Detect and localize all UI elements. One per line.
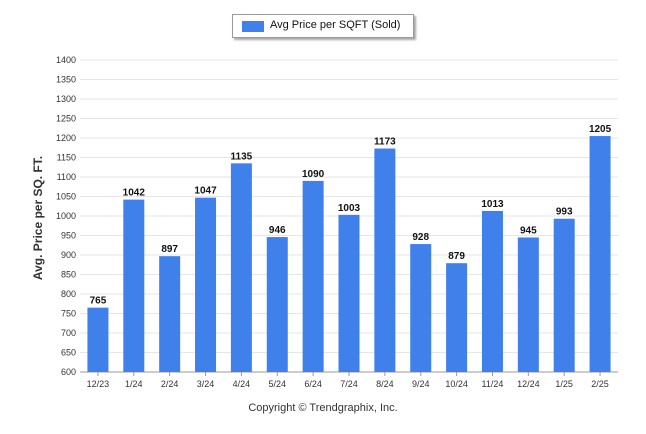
legend-swatch: [242, 21, 264, 32]
bar-value-label: 1205: [589, 124, 612, 135]
bar-value-label: 879: [448, 251, 465, 262]
y-tick-label: 1050: [56, 192, 76, 202]
bar-value-label: 1047: [194, 186, 217, 197]
x-tick-label: 3/24: [197, 379, 215, 389]
bar-value-label: 945: [520, 225, 537, 236]
y-tick-label: 650: [61, 348, 76, 358]
bar: [374, 148, 396, 372]
bar: [410, 244, 432, 372]
y-tick-label: 950: [61, 231, 76, 241]
x-tick-label: 11/24: [482, 379, 504, 389]
y-tick-label: 700: [61, 328, 76, 338]
bar-value-label: 765: [90, 296, 107, 307]
bar-value-label: 928: [412, 232, 429, 243]
bar-value-label: 1173: [374, 137, 396, 148]
x-axis-ticks: 12/23 1/24 2/24 3/24 4/24 5/24 6/24 7/24 8/24 9/2…: [87, 372, 609, 389]
bar-value-label: 897: [161, 244, 178, 255]
x-tick-label: 10/24: [445, 379, 468, 389]
bar: [517, 237, 539, 372]
y-axis-ticks: 600 650 700 750 800 850 900 950 1000 1050 1100 1150…: [56, 55, 76, 377]
bar: [123, 199, 145, 372]
bar: [159, 256, 181, 372]
y-tick-label: 900: [61, 250, 76, 260]
y-tick-label: 1300: [56, 94, 76, 104]
y-tick-label: 1100: [57, 172, 76, 182]
data-labels: 765 1042 897 1047 1135 946 1090 1003 1173 928 879 1…: [90, 124, 612, 307]
bar: [195, 197, 217, 372]
bar-value-label: 1042: [123, 188, 146, 199]
bar: [446, 263, 468, 372]
bar: [266, 237, 288, 372]
x-tick-label: 12/23: [87, 379, 110, 389]
y-tick-label: 1350: [56, 75, 76, 85]
y-tick-label: 1400: [56, 55, 76, 65]
y-tick-label: 800: [61, 289, 76, 299]
bar-value-label: 1090: [302, 169, 325, 180]
bar: [87, 307, 109, 372]
legend-label: Avg Price per SQFT (Sold): [270, 19, 401, 31]
y-tick-label: 600: [61, 367, 76, 377]
bar: [553, 218, 575, 372]
x-tick-label: 6/24: [304, 379, 322, 389]
legend: Avg Price per SQFT (Sold): [232, 14, 414, 38]
x-tick-label: 4/24: [233, 379, 251, 389]
x-tick-label: 8/24: [376, 379, 394, 389]
x-tick-label: 2/24: [161, 379, 179, 389]
copyright-footer: Copyright © Trendgraphix, Inc.: [248, 402, 398, 414]
y-tick-label: 1150: [57, 153, 76, 163]
bar-value-label: 1013: [481, 199, 504, 210]
y-axis-label: Avg. Price per SQ. FT.: [31, 156, 45, 280]
x-tick-label: 1/24: [125, 379, 143, 389]
y-tick-label: 1000: [56, 211, 76, 221]
x-tick-label: 7/24: [340, 379, 358, 389]
y-tick-label: 1200: [56, 133, 76, 143]
bar: [481, 210, 503, 372]
x-tick-label: 12/24: [517, 379, 540, 389]
x-tick-label: 5/24: [269, 379, 287, 389]
bars: [87, 136, 611, 372]
bar-value-label: 1003: [338, 203, 361, 214]
bar-value-label: 993: [556, 207, 573, 218]
bar: [589, 136, 611, 372]
bar: [230, 163, 252, 372]
y-tick-label: 850: [61, 270, 76, 280]
bar: [338, 214, 360, 372]
x-tick-label: 1/25: [555, 379, 573, 389]
x-tick-label: 9/24: [412, 379, 430, 389]
bar-value-label: 1135: [231, 151, 253, 162]
bar-value-label: 946: [269, 225, 286, 236]
bar: [302, 180, 324, 372]
x-tick-label: 2/25: [591, 379, 609, 389]
y-tick-label: 750: [61, 309, 76, 319]
y-tick-label: 1250: [56, 114, 76, 124]
